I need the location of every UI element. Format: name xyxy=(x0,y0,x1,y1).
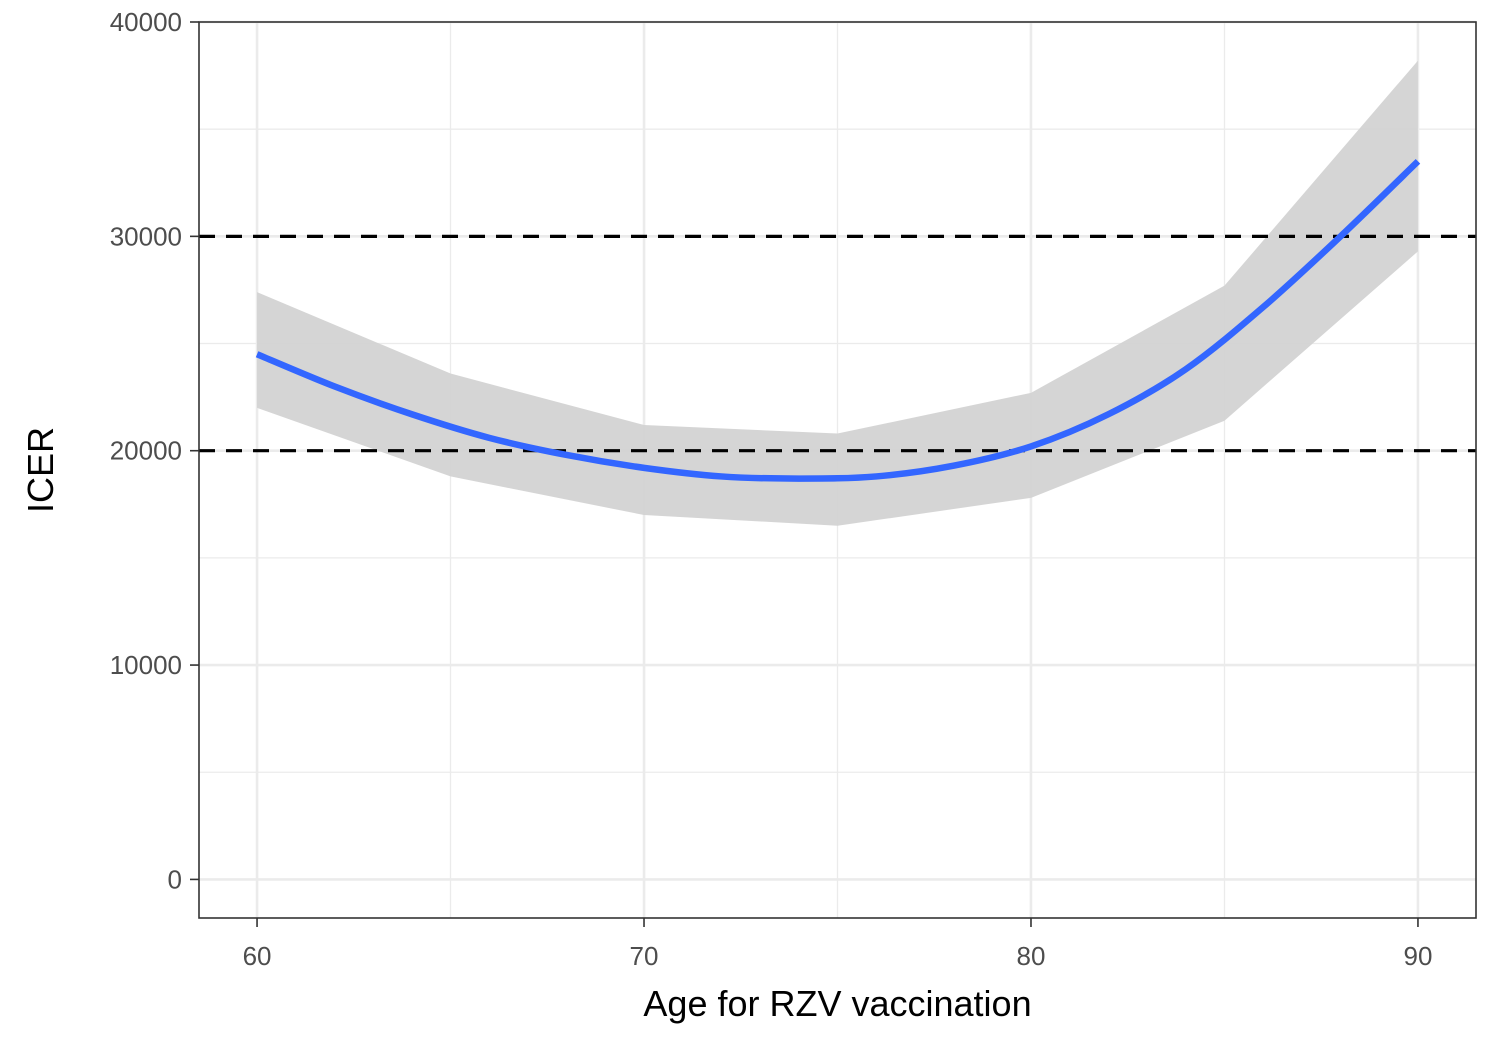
confidence-band xyxy=(257,60,1418,526)
y-tick-label: 30000 xyxy=(110,221,182,251)
y-tick-label: 0 xyxy=(168,864,182,894)
y-tick-label: 40000 xyxy=(110,7,182,37)
y-tick-label: 10000 xyxy=(110,650,182,680)
x-axis: 60 70 80 90 xyxy=(243,918,1432,971)
x-tick-label: 70 xyxy=(630,941,659,971)
y-tick-label: 20000 xyxy=(110,436,182,466)
y-axis: 0 10000 20000 30000 40000 xyxy=(110,7,199,894)
x-tick-label: 80 xyxy=(1017,941,1046,971)
x-axis-title: Age for RZV vaccination xyxy=(643,983,1031,1024)
x-tick-label: 90 xyxy=(1403,941,1432,971)
reference-lines xyxy=(199,234,1476,453)
x-tick-label: 60 xyxy=(243,941,272,971)
y-axis-title: ICER xyxy=(20,427,61,513)
plot-panel-border xyxy=(198,21,1477,919)
icer-series-line xyxy=(255,158,1421,482)
